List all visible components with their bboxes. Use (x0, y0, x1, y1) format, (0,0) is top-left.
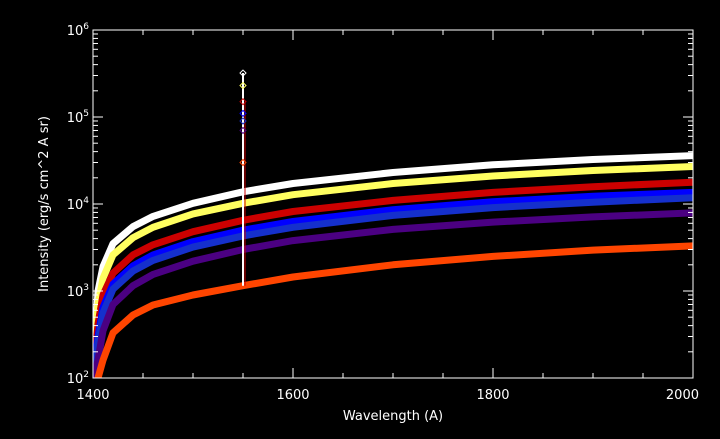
x-tick-label: 1800 (476, 388, 509, 403)
series-line-1 (93, 152, 693, 378)
x-tick-label: 1600 (276, 388, 309, 403)
series-line-6 (93, 209, 693, 378)
y-tick-label: 102 (67, 370, 89, 387)
x-tick-label: 2000 (666, 388, 699, 403)
y-axis-label: Intensity (erg/s cm^2 A sr) (37, 116, 52, 292)
series-line-5 (93, 194, 693, 378)
y-tick-label: 105 (67, 109, 89, 126)
y-tick-label: 103 (67, 283, 89, 300)
x-tick-label: 1400 (76, 388, 109, 403)
series-line-7 (94, 242, 693, 378)
y-tick-label: 106 (67, 22, 90, 39)
spike-layer (239, 69, 247, 286)
series-layer (93, 152, 693, 378)
spike-marker-1 (239, 69, 247, 77)
tick-label-layer: 1400 1600 1800 2000 102 103 104 105 106 (67, 22, 699, 403)
series-line-2 (93, 163, 693, 378)
spike-marker-5 (239, 117, 247, 125)
spike-marker-7 (239, 158, 247, 167)
spike-marker-2 (239, 81, 247, 90)
spike-marker-4 (239, 109, 247, 118)
series-line-3 (93, 178, 693, 378)
spike-marker-6 (239, 126, 247, 135)
tick-layer (92, 29, 694, 379)
x-axis-label: Wavelength (A) (343, 409, 443, 424)
y-tick-label: 104 (67, 196, 90, 213)
spike-marker-3 (239, 97, 247, 106)
